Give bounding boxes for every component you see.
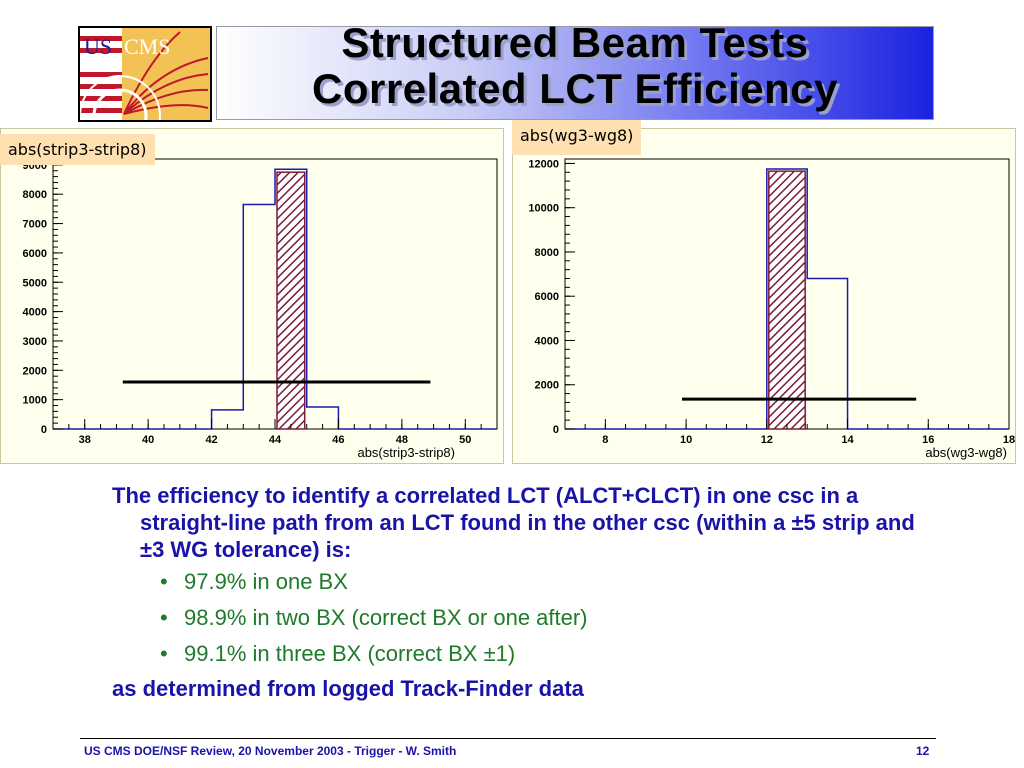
x-axis-title: abs(wg3-wg8) <box>925 445 1007 460</box>
y-tick-label: 6000 <box>23 248 47 260</box>
title-line-1: Structured Beam Tests <box>341 19 809 66</box>
footer-text: US CMS DOE/NSF Review, 20 November 2003 … <box>84 744 457 758</box>
chart-label-wg: abs(wg3-wg8) <box>512 120 642 155</box>
closing-line: as determined from logged Track-Finder d… <box>112 676 584 701</box>
page-number: 12 <box>916 744 930 758</box>
y-tick-label: 0 <box>553 424 559 436</box>
x-tick-label: 12 <box>761 434 773 446</box>
highlight-bar <box>768 170 806 430</box>
y-tick-label: 6000 <box>535 291 559 303</box>
slide-title: Structured Beam Tests Correlated LCT Eff… <box>216 20 934 112</box>
chart-panel-wg: 0 2000 4000 6000 8000 10000 12000 8 10 12 14 16 18 a… <box>512 128 1016 464</box>
y-tick-label: 7000 <box>23 219 47 231</box>
list-item: • 98.9% in two BX (correct BX or one afte… <box>160 605 922 631</box>
bullet-text: 99.1% in three BX (correct BX ±1) <box>184 641 516 666</box>
title-line-2: Correlated LCT Efficiency <box>312 65 838 112</box>
bullet-text: 98.9% in two BX (correct BX or one after… <box>184 605 588 630</box>
chart-label-strip: abs(strip3-strip8) <box>0 134 155 165</box>
bullet-icon: • <box>160 569 168 594</box>
y-tick-label: 8000 <box>23 189 47 201</box>
x-tick-label: 44 <box>269 434 282 446</box>
footer-divider <box>80 738 936 739</box>
y-tick-label: 12000 <box>528 158 559 170</box>
histogram-outline <box>565 168 1009 430</box>
highlight-bar <box>276 171 306 430</box>
y-tick-label: 3000 <box>23 336 47 348</box>
us-cms-logo: US CMS <box>78 26 212 122</box>
x-tick-label: 42 <box>205 434 217 446</box>
y-tick-label: 5000 <box>23 277 47 289</box>
x-tick-label: 14 <box>841 434 854 446</box>
result-list: • 97.9% in one BX • 98.9% in two BX (corre… <box>112 569 922 667</box>
x-tick-label: 48 <box>396 434 408 446</box>
histogram-outline <box>53 168 497 430</box>
y-tick-label: 4000 <box>535 335 559 347</box>
y-tick-label: 4000 <box>23 307 47 319</box>
y-tick-label: 2000 <box>23 365 47 377</box>
slide-body: The efficiency to identify a correlated … <box>112 482 922 702</box>
x-axis-title: abs(strip3-strip8) <box>357 445 455 460</box>
title-banner <box>216 26 934 120</box>
y-tick-label: 1000 <box>23 395 47 407</box>
logo-text-us: US <box>84 34 113 59</box>
x-tick-label: 40 <box>142 434 154 446</box>
x-tick-label: 50 <box>459 434 471 446</box>
x-tick-label: 46 <box>332 434 344 446</box>
x-tick-label: 8 <box>602 434 608 446</box>
list-item: • 97.9% in one BX <box>160 569 922 595</box>
y-tick-label: 2000 <box>535 380 559 392</box>
y-tick-label: 10000 <box>528 203 559 215</box>
efficiency-paragraph: The efficiency to identify a correlated … <box>112 483 915 562</box>
list-item: • 99.1% in three BX (correct BX ±1) <box>160 641 922 667</box>
chart-panel-strip: 0 1000 2000 3000 4000 5000 6000 7000 8000 9000 38 4… <box>0 128 504 464</box>
bullet-icon: • <box>160 641 168 666</box>
bullet-icon: • <box>160 605 168 630</box>
histogram-wg: 0 2000 4000 6000 8000 10000 12000 8 10 12 14 16 18 <box>528 158 1015 446</box>
x-tick-label: 18 <box>1003 434 1015 446</box>
y-tick-label: 0 <box>41 424 47 436</box>
x-tick-label: 10 <box>680 434 692 446</box>
x-tick-label: 16 <box>922 434 934 446</box>
x-tick-label: 38 <box>79 434 91 446</box>
bullet-text: 97.9% in one BX <box>184 569 348 594</box>
y-tick-label: 8000 <box>535 247 559 259</box>
logo-text-cms: CMS <box>124 34 171 59</box>
